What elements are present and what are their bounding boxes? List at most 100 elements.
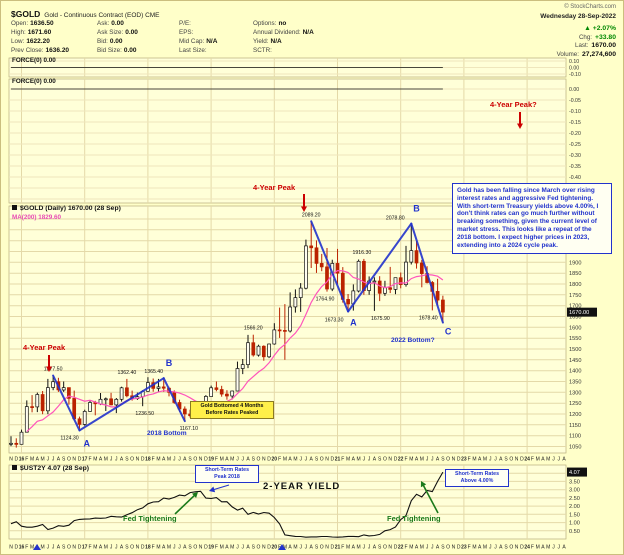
- xaxis-month-label: O: [383, 457, 387, 463]
- quote-column: P/E: EPS: Mid Cap: N/A Last Size:: [179, 16, 217, 54]
- xaxis-month-label: A: [288, 457, 292, 463]
- elliott-trendline: [347, 222, 413, 313]
- force-axis-tick: -0.20: [569, 131, 581, 137]
- xaxis-month-label: J: [557, 457, 560, 463]
- pivot-price-label: 2078.80: [386, 216, 405, 222]
- gold-series-chip: [12, 205, 17, 210]
- candle-body: [304, 245, 308, 289]
- green-arrow-fed-2018: [174, 494, 196, 515]
- xaxis-month-label: 17: [82, 545, 88, 551]
- candle-body: [182, 408, 187, 415]
- candle-body: [51, 381, 55, 388]
- candle-body: [240, 364, 245, 369]
- xaxis-month-label: S: [188, 457, 192, 463]
- quote-field: Ask Size: 0.00: [97, 25, 138, 36]
- pivot-price-label: 1377.50: [44, 367, 63, 373]
- xaxis-month-label: D: [267, 545, 271, 551]
- candle-body: [225, 393, 229, 397]
- xaxis-month-label: M: [420, 457, 424, 463]
- xaxis-month-label: A: [499, 457, 503, 463]
- xaxis-month-label: S: [441, 545, 445, 551]
- quote-value: N/A: [302, 29, 314, 36]
- xaxis-month-label: D: [520, 545, 524, 551]
- price-axis-tick: 1800: [569, 282, 581, 288]
- xaxis-month-label: N: [9, 457, 13, 463]
- candle-body: [35, 394, 40, 408]
- xaxis-month-label: N: [262, 457, 266, 463]
- price-axis-tick: 1300: [569, 390, 581, 396]
- xaxis-month-label: A: [562, 457, 566, 463]
- xaxis-month-label: 23: [461, 545, 467, 551]
- price-axis-tick: 1550: [569, 336, 581, 342]
- pivot-price-label: 1916.30: [353, 250, 372, 256]
- quote-field: Options: no: [253, 16, 314, 27]
- xaxis-month-label: A: [415, 545, 419, 551]
- quote-field: Prev Close: 1636.20: [11, 43, 70, 54]
- quote-column: Options: no Annual Dividend: N/A Yield: N/A SC…: [253, 16, 314, 54]
- copyright-text: © StockCharts.com: [564, 4, 616, 10]
- change-block: ▲ +2.07% Chg: +33.80 Last: 1670.00 Volume: 27,…: [557, 22, 616, 58]
- xaxis-month-label: S: [378, 545, 382, 551]
- candle-body: [125, 387, 129, 397]
- price-axis-tick: 1150: [569, 423, 581, 429]
- candle-body: [383, 287, 387, 294]
- xaxis-month-label: M: [220, 545, 224, 551]
- yield-series-chip: [12, 465, 17, 470]
- fed-tightening-2018-label: Fed Tightening: [123, 514, 177, 523]
- xaxis-month-label: J: [299, 457, 302, 463]
- green-arrow-fed-2022-head: [420, 481, 427, 488]
- xaxis-month-label: 24: [524, 457, 530, 463]
- xaxis-month-label: A: [183, 457, 187, 463]
- quote-label: High:: [11, 29, 26, 36]
- xaxis-month-label: M: [220, 457, 224, 463]
- xaxis-month-label: A: [99, 545, 103, 551]
- xaxis-month-label: D: [330, 457, 334, 463]
- price-axis-tick: 1600: [569, 325, 581, 331]
- candle-body: [404, 261, 408, 285]
- force-axis-tick: 0.10: [569, 59, 579, 65]
- xaxis-month-label: F: [215, 545, 218, 551]
- quote-field: High: 1671.60: [11, 25, 69, 36]
- force-axis-tick: -0.25: [569, 142, 581, 148]
- xaxis-month-label: 19: [208, 545, 214, 551]
- pivot-price-label: 1678.40: [419, 315, 438, 321]
- xaxis-month-label: A: [541, 457, 545, 463]
- yield-last-price-box: [567, 467, 587, 477]
- xaxis-month-label: S: [62, 545, 66, 551]
- xaxis-month-label: N: [262, 545, 266, 551]
- pivot-price-label: 1362.40: [118, 370, 137, 376]
- quote-label: EPS:: [179, 29, 194, 36]
- xaxis-month-label: A: [478, 545, 482, 551]
- candle-body: [309, 245, 314, 249]
- xaxis-month-label: D: [457, 545, 461, 551]
- price-axis-tick: 1650: [569, 315, 581, 321]
- xaxis-month-label: J: [557, 545, 560, 551]
- xaxis-month-label: F: [341, 545, 344, 551]
- yield-axis-tick: 1.50: [569, 512, 580, 518]
- change-value: 27,274,600: [581, 50, 616, 58]
- xaxis-month-label: D: [14, 545, 18, 551]
- xaxis-month-label: M: [293, 457, 297, 463]
- candle-body: [314, 247, 319, 264]
- xaxis-month-label: S: [188, 545, 192, 551]
- xaxis-month-label: 18: [145, 545, 151, 551]
- xaxis-month-label: M: [93, 457, 97, 463]
- xaxis-month-label: 16: [19, 457, 25, 463]
- xaxis-month-label: N: [515, 457, 519, 463]
- xaxis-month-label: A: [499, 545, 503, 551]
- xaxis-month-label: O: [193, 545, 197, 551]
- xaxis-month-label: J: [552, 545, 555, 551]
- xaxis-month-label: J: [115, 457, 118, 463]
- change-value: +33.80: [595, 33, 616, 41]
- xaxis-month-label: A: [162, 545, 166, 551]
- peak-2020-label: 4-Year Peak: [253, 183, 296, 192]
- candle-body: [9, 442, 13, 445]
- xaxis-month-label: F: [25, 457, 28, 463]
- xaxis-month-label: J: [305, 457, 308, 463]
- quote-value: 1636.20: [45, 47, 70, 54]
- xaxis-month-label: 22: [398, 457, 404, 463]
- price-axis-tick: 1900: [569, 260, 581, 266]
- candle-body: [356, 260, 361, 292]
- xaxis-month-label: J: [241, 457, 244, 463]
- quote-field: Mid Cap: N/A: [179, 34, 217, 45]
